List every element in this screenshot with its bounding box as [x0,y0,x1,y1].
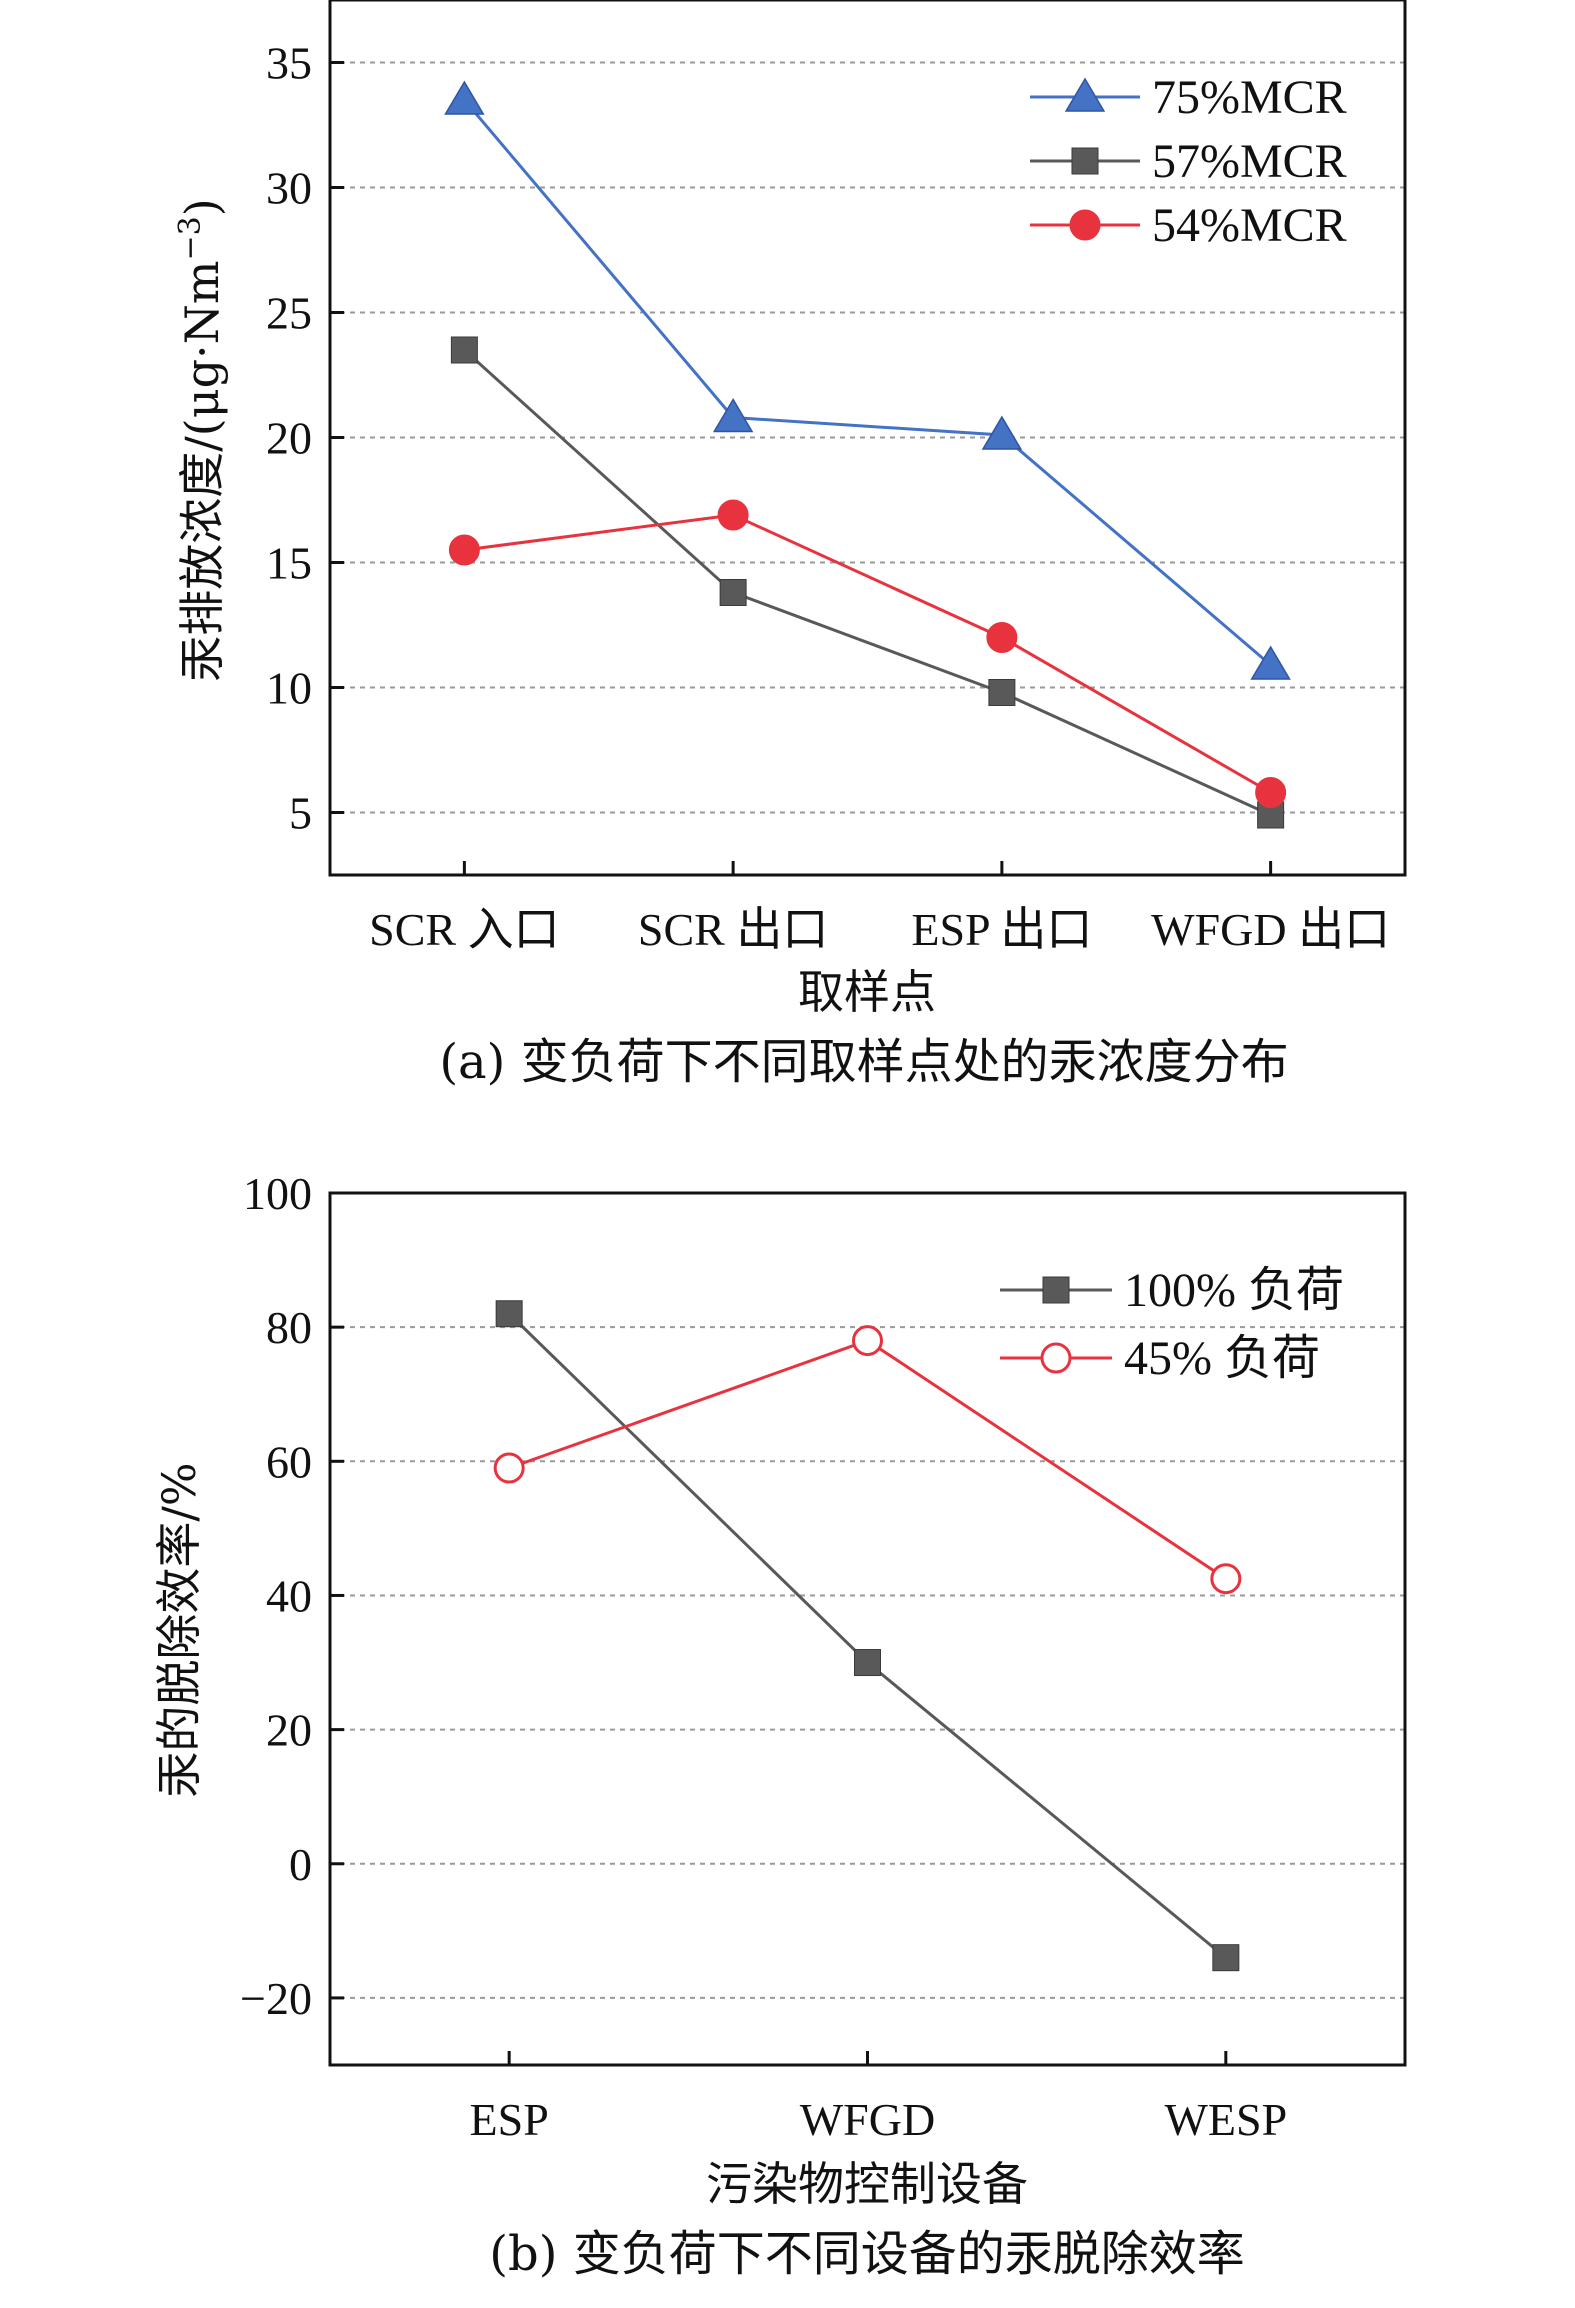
chart-b: 100 80 60 40 20 0 −20 ESP WFGD WESP 汞的脱除效率/% 污染物… [152,1168,1407,2282]
chart-a-caption: (a) 变负荷下不同取样点处的汞浓度分布 [439,1034,1288,1090]
chart-a-series-0-point [1250,645,1291,680]
chart-b-legend-marker [1040,1342,1072,1374]
chart-a-y-tick-label: 10 [266,663,312,714]
chart-b-plot-area [328,1191,1407,2067]
chart-b-y-tick-label: 40 [266,1570,312,1621]
chart-a-series-2-point [448,534,480,566]
chart-b-y-axis-label: 汞的脱除效率/% [152,1462,206,1797]
chart-a-y-tick-label: 30 [266,163,312,214]
chart-a-x-axis-label: 取样点 [798,965,936,1019]
chart-a-y-ticks: 5 10 15 20 25 30 35 [266,38,344,839]
chart-b-x-tick-label: WFGD [800,2094,935,2145]
chart-a-x-tick-label: SCR 入口 [369,904,559,955]
chart-a-series-2-point [1255,777,1287,808]
chart-a-y-axis-label: 汞排放浓度/(μg·Nm−3) [173,198,229,681]
chart-a-series-2-point [986,622,1018,653]
chart-b-series-0-point [495,1300,523,1328]
chart-a-x-tick-label: WFGD 出口 [1151,904,1390,955]
chart-a-series-0-line [463,99,1272,667]
chart-b-legend-label: 45% 负荷 [1124,1332,1320,1385]
chart-a-series-1-point [988,679,1016,706]
chart-a-legend-marker [1069,209,1101,241]
chart-a-series-2-point [717,499,749,531]
chart-a-series-0-point [981,415,1023,450]
chart-a-series-2-line [464,513,1272,794]
chart-a-y-tick-label: 20 [266,413,312,464]
chart-a-legend-label: 57%MCR [1152,135,1347,188]
chart-a-series-0-point [444,80,485,115]
chart-a-y-tick-label: 5 [289,788,312,839]
chart-b-x-axis-label: 污染物控制设备 [706,2157,1028,2211]
chart-b-y-tick-label: 80 [266,1302,312,1353]
chart-b-y-tick-label: 0 [289,1839,312,1890]
chart-b-series [493,1300,1242,1972]
chart-a-x-tick-label: SCR 出口 [638,904,828,955]
chart-b-y-tick-label: −20 [240,1973,312,2024]
chart-a-y-axis-label-superscript: −3 [173,216,208,260]
chart-b-series-0-point [1212,1944,1240,1972]
chart-b-x-tick-label: WESP [1164,2094,1287,2145]
chart-b-y-tick-label: 60 [266,1436,312,1487]
chart-b-x-ticks: ESP WFGD WESP [470,2051,1287,2145]
chart-b-caption: (b) 变负荷下不同设备的汞脱除效率 [489,2226,1244,2282]
chart-a-y-tick-label: 25 [266,288,312,339]
chart-b-series-0-line [508,1312,1227,1959]
chart-b-series-0-point [854,1649,881,1677]
chart-a-series-1-line [463,348,1272,817]
chart-a-legend-marker [1064,77,1106,112]
chart-a-y-tick-label: 15 [266,538,312,589]
chart-a-legend: 75%MCR 57%MCR 54%MCR [1030,71,1347,252]
chart-b-series-1-line [508,1338,1227,1580]
chart-a-series-1-point [719,579,747,606]
chart-b-x-tick-label: ESP [470,2094,549,2145]
chart-b-y-tick-label: 100 [243,1168,312,1219]
chart-b-series-1-point [1210,1563,1242,1595]
chart-a-series [444,80,1291,829]
chart-b-series-1-point [493,1452,525,1484]
chart-a-legend-label: 54%MCR [1152,199,1347,252]
chart-b-legend: 100% 负荷 45% 负荷 [1000,1264,1344,1385]
chart-a-series-1-point [450,336,478,364]
chart-a-x-tick-label: ESP 出口 [911,904,1092,955]
chart-a-x-ticks: SCR 入口 SCR 出口 ESP 出口 WFGD 出口 [369,861,1390,955]
chart-a-legend-label: 75%MCR [1152,71,1347,124]
chart-b-legend-marker [1042,1276,1070,1304]
chart-a-y-tick-label: 35 [266,38,312,89]
chart-b-y-tick-label: 20 [266,1705,312,1756]
chart-a-series-0-point [712,398,754,433]
chart-a-legend-marker [1071,147,1099,175]
chart-b-legend-label: 100% 负荷 [1124,1264,1344,1317]
chart-b-y-ticks: 100 80 60 40 20 0 −20 [240,1168,344,2024]
chart-b-series-1-point [852,1325,883,1357]
